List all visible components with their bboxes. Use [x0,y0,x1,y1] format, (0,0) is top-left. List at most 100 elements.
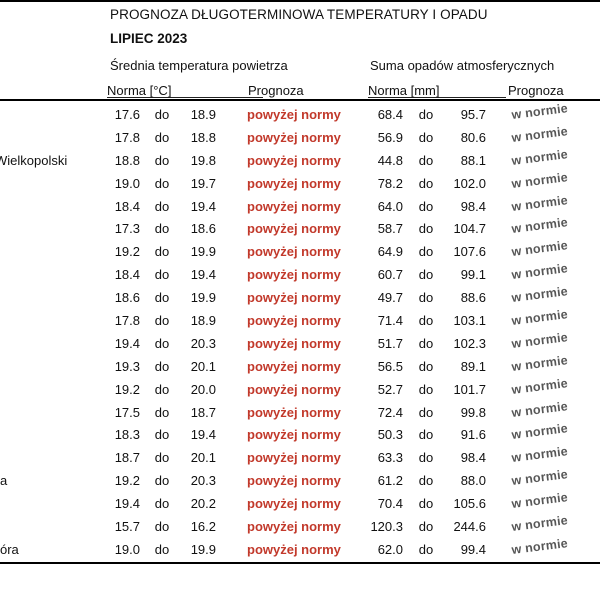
temp-norm-high: 20.0 [190,381,216,397]
temp-forecast: powyżej normy [247,335,341,351]
precip-norm-low: 52.7 [377,381,403,397]
precip-norm-low: 50.3 [377,427,403,443]
precip-norm-high: 88.6 [460,290,486,306]
table-row: 17.6 do 18.9 powyżej normy 68.4 do 95.7 … [0,104,600,127]
temp-norm-low: 15.7 [114,519,140,535]
precip-norm-low: 62.0 [377,541,403,557]
range-separator: do [154,450,170,466]
range-separator: do [154,404,170,420]
top-rule [0,0,600,2]
temp-forecast: powyżej normy [247,175,341,191]
temp-norm-low: 19.0 [114,541,140,557]
temp-forecast: powyżej normy [247,313,341,329]
temp-norm-low: 17.8 [114,129,140,145]
range-separator: do [418,450,434,466]
temp-forecast: powyżej normy [247,244,341,260]
city-label: óra [0,541,19,557]
precip-norm-low: 120.3 [370,519,403,535]
temperature-group-header: Średnia temperatura powietrza [110,58,288,73]
temp-norm-high: 19.9 [190,244,216,260]
temp-norm-high: 19.4 [190,427,216,443]
precip-norm-low: 64.0 [377,198,403,214]
temp-forecast: powyżej normy [247,198,341,214]
table-row: 18.6 do 19.9 powyżej normy 49.7 do 88.6 … [0,284,600,310]
range-separator: do [418,358,434,374]
temp-forecast-header: Prognoza [248,83,304,98]
precipitation-group-header: Suma opadów atmosferycznych [370,58,555,73]
precip-norm-low: 64.9 [377,244,403,260]
temp-norm-high: 20.2 [190,496,216,512]
temp-norm-high: 19.8 [190,152,216,168]
temp-norm-low: 19.2 [114,473,140,489]
precip-norm-low: 44.8 [377,152,403,168]
range-separator: do [154,267,170,283]
table-row: 19.2 do 20.0 powyżej normy 52.7 do 101.7… [0,376,600,402]
table-row: 19.3 do 20.1 powyżej normy 56.5 do 89.1 … [0,353,600,379]
temp-norm-high: 19.4 [190,198,216,214]
range-separator: do [418,381,434,397]
range-separator: do [154,198,170,214]
table-row: 17.3 do 18.6 powyżej normy 58.7 do 104.7… [0,216,600,241]
range-separator: do [418,496,434,512]
precip-norm-high: 107.6 [453,244,486,260]
temp-norm-low: 19.3 [114,358,140,374]
temp-norm-low: 19.2 [114,244,140,260]
table-row: 18.3 do 19.4 powyżej normy 50.3 do 91.6 … [0,422,600,447]
range-separator: do [154,152,170,168]
precip-norm-low: 58.7 [377,221,403,237]
temp-norm-high: 20.3 [190,335,216,351]
table-row: a 19.2 do 20.3 powyżej normy 61.2 do 88.… [0,467,600,493]
precip-norm-high: 88.1 [460,152,486,168]
temp-norm-high: 19.9 [190,541,216,557]
table-row: 17.8 do 18.9 powyżej normy 71.4 do 103.1… [0,307,600,333]
table-body: 17.6 do 18.9 powyżej normy 68.4 do 95.7 … [0,104,600,562]
range-separator: do [418,244,434,260]
temp-norm-high: 18.9 [190,313,216,329]
table-row: 17.5 do 18.7 powyżej normy 72.4 do 99.8 … [0,399,600,425]
temp-norm-high: 20.1 [190,358,216,374]
range-separator: do [154,496,170,512]
table-row: Wielkopolski 18.8 do 19.8 powyżej normy … [0,147,600,173]
temp-norm-low: 18.3 [114,427,140,443]
range-separator: do [154,519,170,535]
temp-norm-high: 18.6 [190,221,216,237]
precip-norm-high: 88.0 [460,473,486,489]
precip-forecast-header: Prognoza [508,83,564,98]
range-separator: do [418,290,434,306]
precip-norm-low: 72.4 [377,404,403,420]
precip-norm-low: 61.2 [377,473,403,489]
precip-norm-low: 60.7 [377,267,403,283]
range-separator: do [154,290,170,306]
range-separator: do [154,129,170,145]
precip-norm-low: 51.7 [377,335,403,351]
precip-norm-high: 102.3 [453,335,486,351]
precip-norm-high: 99.4 [460,541,486,557]
temp-norm-low: 19.0 [114,175,140,191]
temp-norm-header: Norma [°C] [107,83,263,98]
temp-forecast: powyżej normy [247,267,341,283]
range-separator: do [154,244,170,260]
table-row: 19.4 do 20.3 powyżej normy 51.7 do 102.3… [0,330,600,356]
table-row: óra 19.0 do 19.9 powyżej normy 62.0 do 9… [0,536,600,562]
city-label: Wielkopolski [0,152,68,168]
range-separator: do [418,152,434,168]
temp-forecast: powyżej normy [247,290,341,306]
precip-norm-high: 89.1 [460,358,486,374]
temp-norm-low: 18.7 [114,450,140,466]
temp-norm-low: 19.4 [114,496,140,512]
page-subtitle: LIPIEC 2023 [110,31,188,46]
precip-norm-low: 49.7 [377,290,403,306]
range-separator: do [418,313,434,329]
precip-norm-high: 98.4 [460,198,486,214]
bottom-rule [0,562,600,564]
temp-forecast: powyżej normy [247,221,341,237]
temp-norm-low: 18.8 [114,152,140,168]
range-separator: do [154,381,170,397]
temp-forecast: powyżej normy [247,129,341,145]
precip-norm-high: 104.7 [453,221,486,237]
temp-forecast: powyżej normy [247,450,341,466]
range-separator: do [418,404,434,420]
temp-norm-high: 19.9 [190,290,216,306]
temp-forecast: powyżej normy [247,107,341,122]
table-row: 19.2 do 19.9 powyżej normy 64.9 do 107.6… [0,239,600,264]
